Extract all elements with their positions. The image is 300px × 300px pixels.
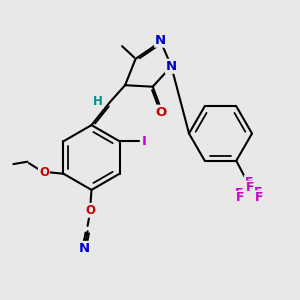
- Text: N: N: [166, 60, 177, 73]
- Text: I: I: [142, 135, 147, 148]
- Text: F: F: [245, 181, 254, 194]
- Text: F: F: [245, 176, 254, 189]
- Text: O: O: [39, 166, 49, 179]
- Text: F: F: [235, 187, 244, 200]
- Text: F: F: [255, 191, 264, 204]
- Text: H: H: [93, 94, 103, 108]
- Text: F: F: [236, 191, 244, 205]
- Text: N: N: [78, 242, 90, 255]
- Text: O: O: [155, 106, 167, 119]
- Text: N: N: [155, 34, 166, 47]
- Text: O: O: [85, 204, 95, 217]
- Text: F: F: [254, 186, 262, 200]
